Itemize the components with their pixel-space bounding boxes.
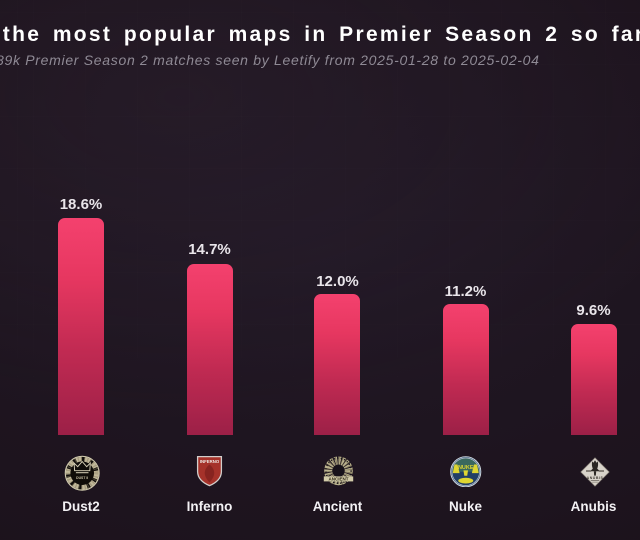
svg-text:ANUBIS: ANUBIS <box>586 476 603 480</box>
svg-text:INFERNO: INFERNO <box>199 459 219 464</box>
svg-text:ANCIENT: ANCIENT <box>328 476 348 481</box>
svg-text:DUST II: DUST II <box>76 476 88 480</box>
svg-text:NUKE: NUKE <box>458 464 474 470</box>
